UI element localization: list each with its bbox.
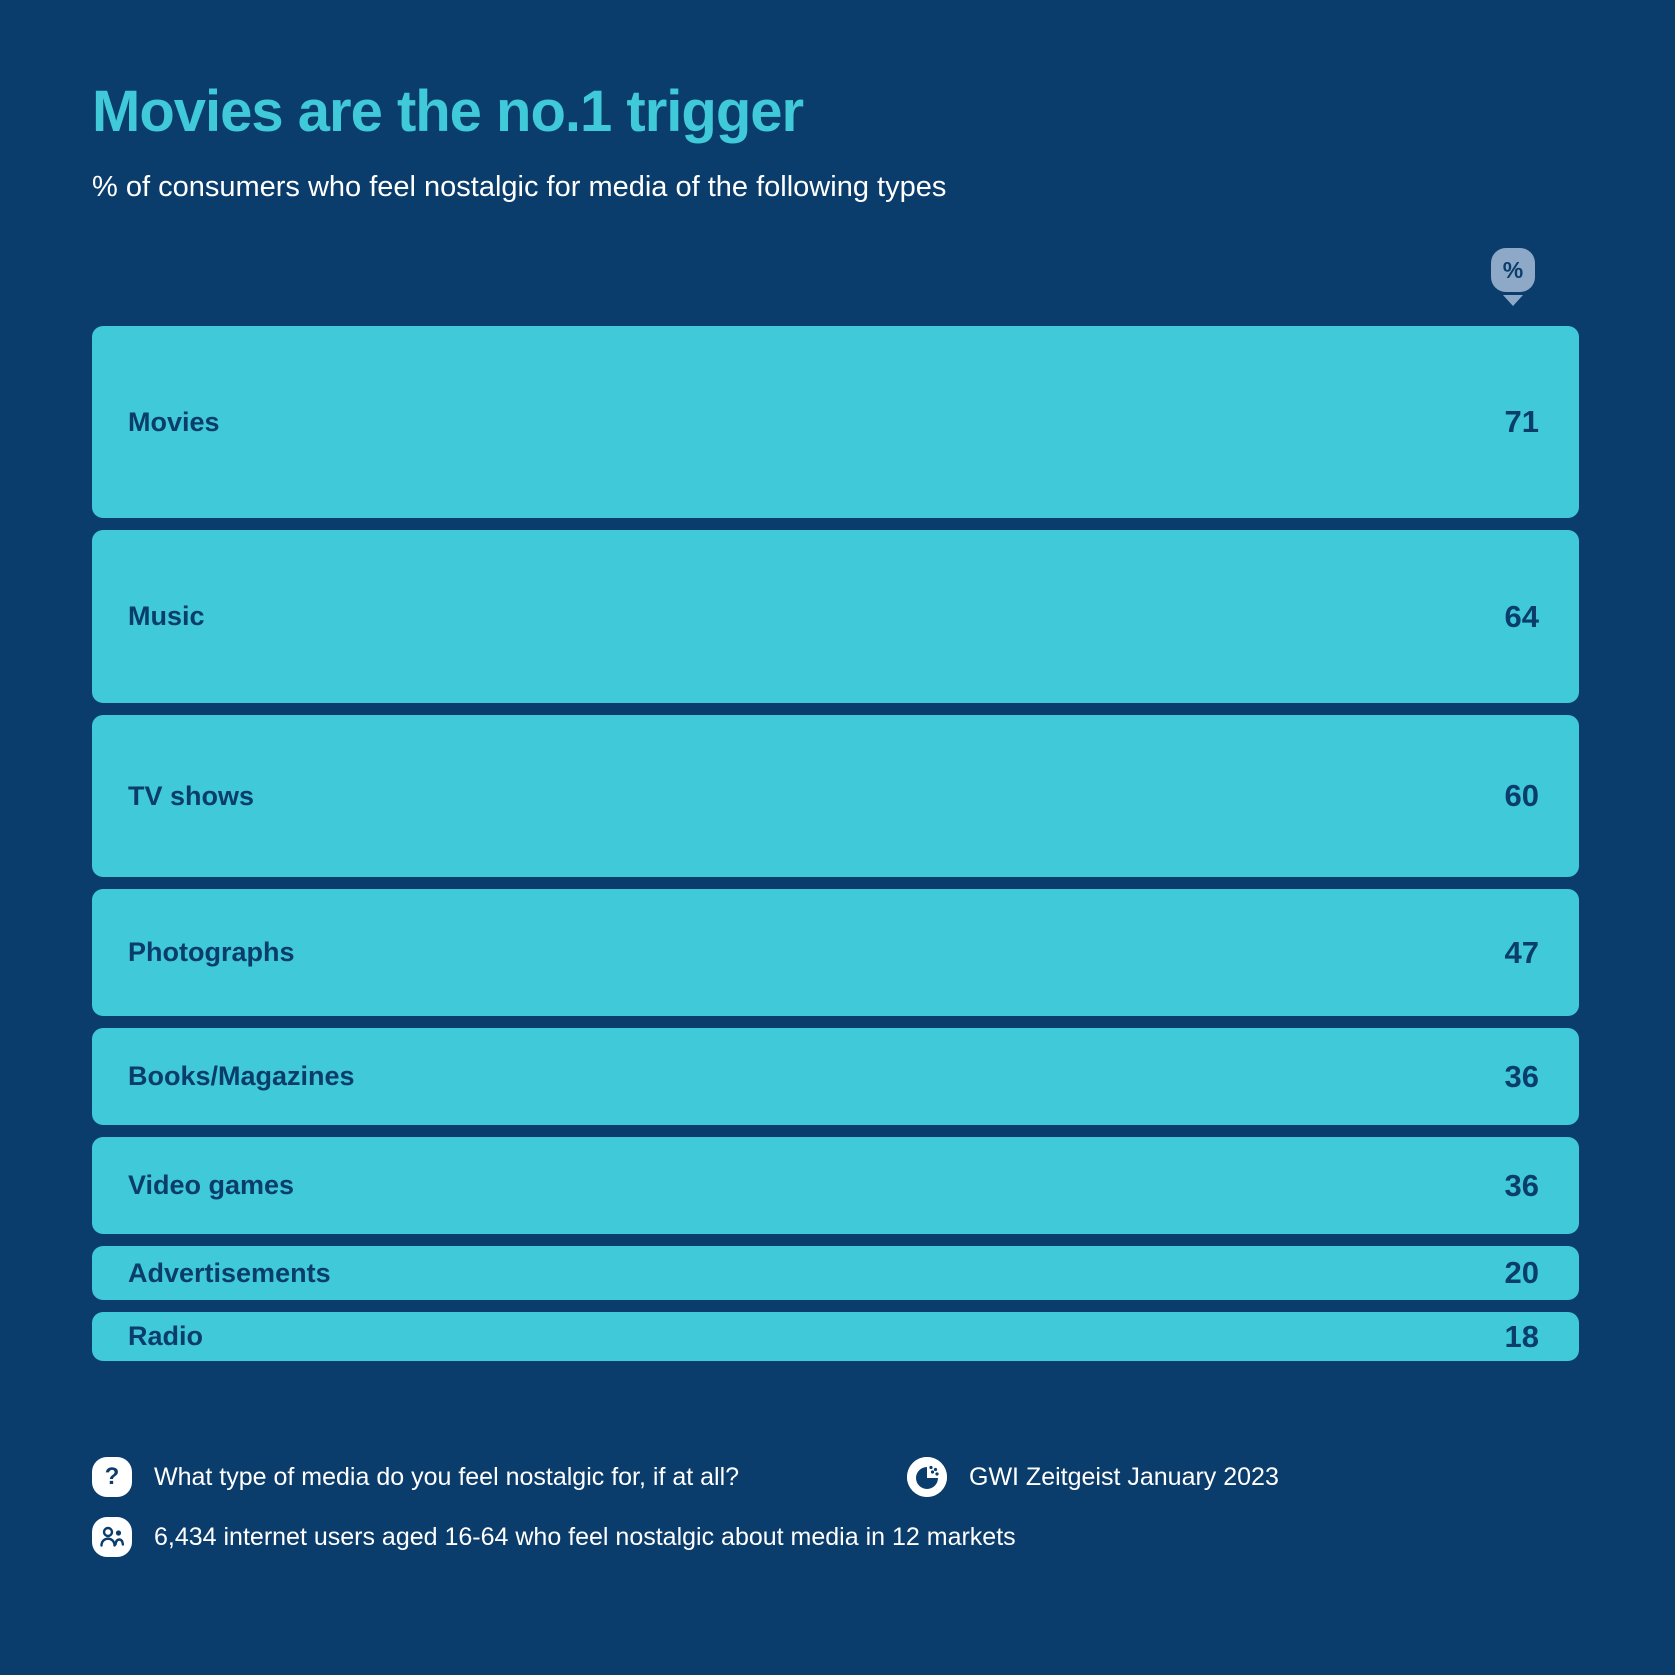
unit-indicator-row: %	[92, 248, 1579, 306]
bar-row: Music 64	[92, 530, 1579, 703]
bar-row: Books/Magazines 36	[92, 1028, 1579, 1125]
bar-value: 71	[1504, 404, 1539, 439]
pin-pointer-triangle	[1503, 295, 1523, 306]
bar-value: 60	[1504, 778, 1539, 813]
bar-category-label: Movies	[128, 406, 220, 437]
gwi-logo-icon	[907, 1457, 947, 1497]
bar-value: 36	[1504, 1167, 1539, 1203]
bar-chart: Movies 71 Music 64 TV shows 60 Photograp…	[92, 326, 1579, 1361]
bar-row: Movies 71	[92, 326, 1579, 518]
question-mark-icon: ?	[92, 1457, 132, 1497]
source-group: GWI Zeitgeist January 2023	[907, 1457, 1279, 1497]
bar-value: 47	[1504, 934, 1539, 970]
bar-category-label: Advertisements	[128, 1257, 331, 1288]
users-icon	[92, 1517, 132, 1557]
footer-audience-row: 6,434 internet users aged 16-64 who feel…	[92, 1517, 1579, 1557]
question-group: ? What type of media do you feel nostalg…	[92, 1457, 907, 1497]
page-subtitle: % of consumers who feel nostalgic for me…	[92, 171, 947, 203]
bar-category-label: TV shows	[128, 780, 255, 811]
bar-row: Advertisements 20	[92, 1246, 1579, 1300]
bar-value: 18	[1504, 1318, 1539, 1354]
bar-value: 36	[1504, 1058, 1539, 1094]
bar-category-label: Video games	[128, 1170, 295, 1200]
percent-pin-icon: %	[1491, 248, 1535, 306]
bar-row: Radio 18	[92, 1312, 1579, 1361]
bar-category-label: Music	[128, 601, 205, 631]
bar-category-label: Radio	[128, 1321, 204, 1351]
page-title: Movies are the no.1 trigger	[92, 79, 804, 144]
bar-category-label: Photographs	[128, 937, 295, 967]
bar-value: 64	[1504, 598, 1539, 634]
bar-row: Video games 36	[92, 1137, 1579, 1234]
percent-badge: %	[1491, 248, 1535, 292]
audience-label: 6,434 internet users aged 16-64 who feel…	[154, 1522, 1016, 1551]
footer: ? What type of media do you feel nostalg…	[92, 1457, 1579, 1557]
source-label: GWI Zeitgeist January 2023	[969, 1462, 1279, 1491]
bar-value: 20	[1504, 1255, 1539, 1290]
bar-category-label: Books/Magazines	[128, 1061, 355, 1091]
question-label: What type of media do you feel nostalgic…	[154, 1462, 740, 1491]
bar-row: TV shows 60	[92, 715, 1579, 877]
footer-question-row: ? What type of media do you feel nostalg…	[92, 1457, 1579, 1497]
bar-row: Photographs 47	[92, 889, 1579, 1016]
